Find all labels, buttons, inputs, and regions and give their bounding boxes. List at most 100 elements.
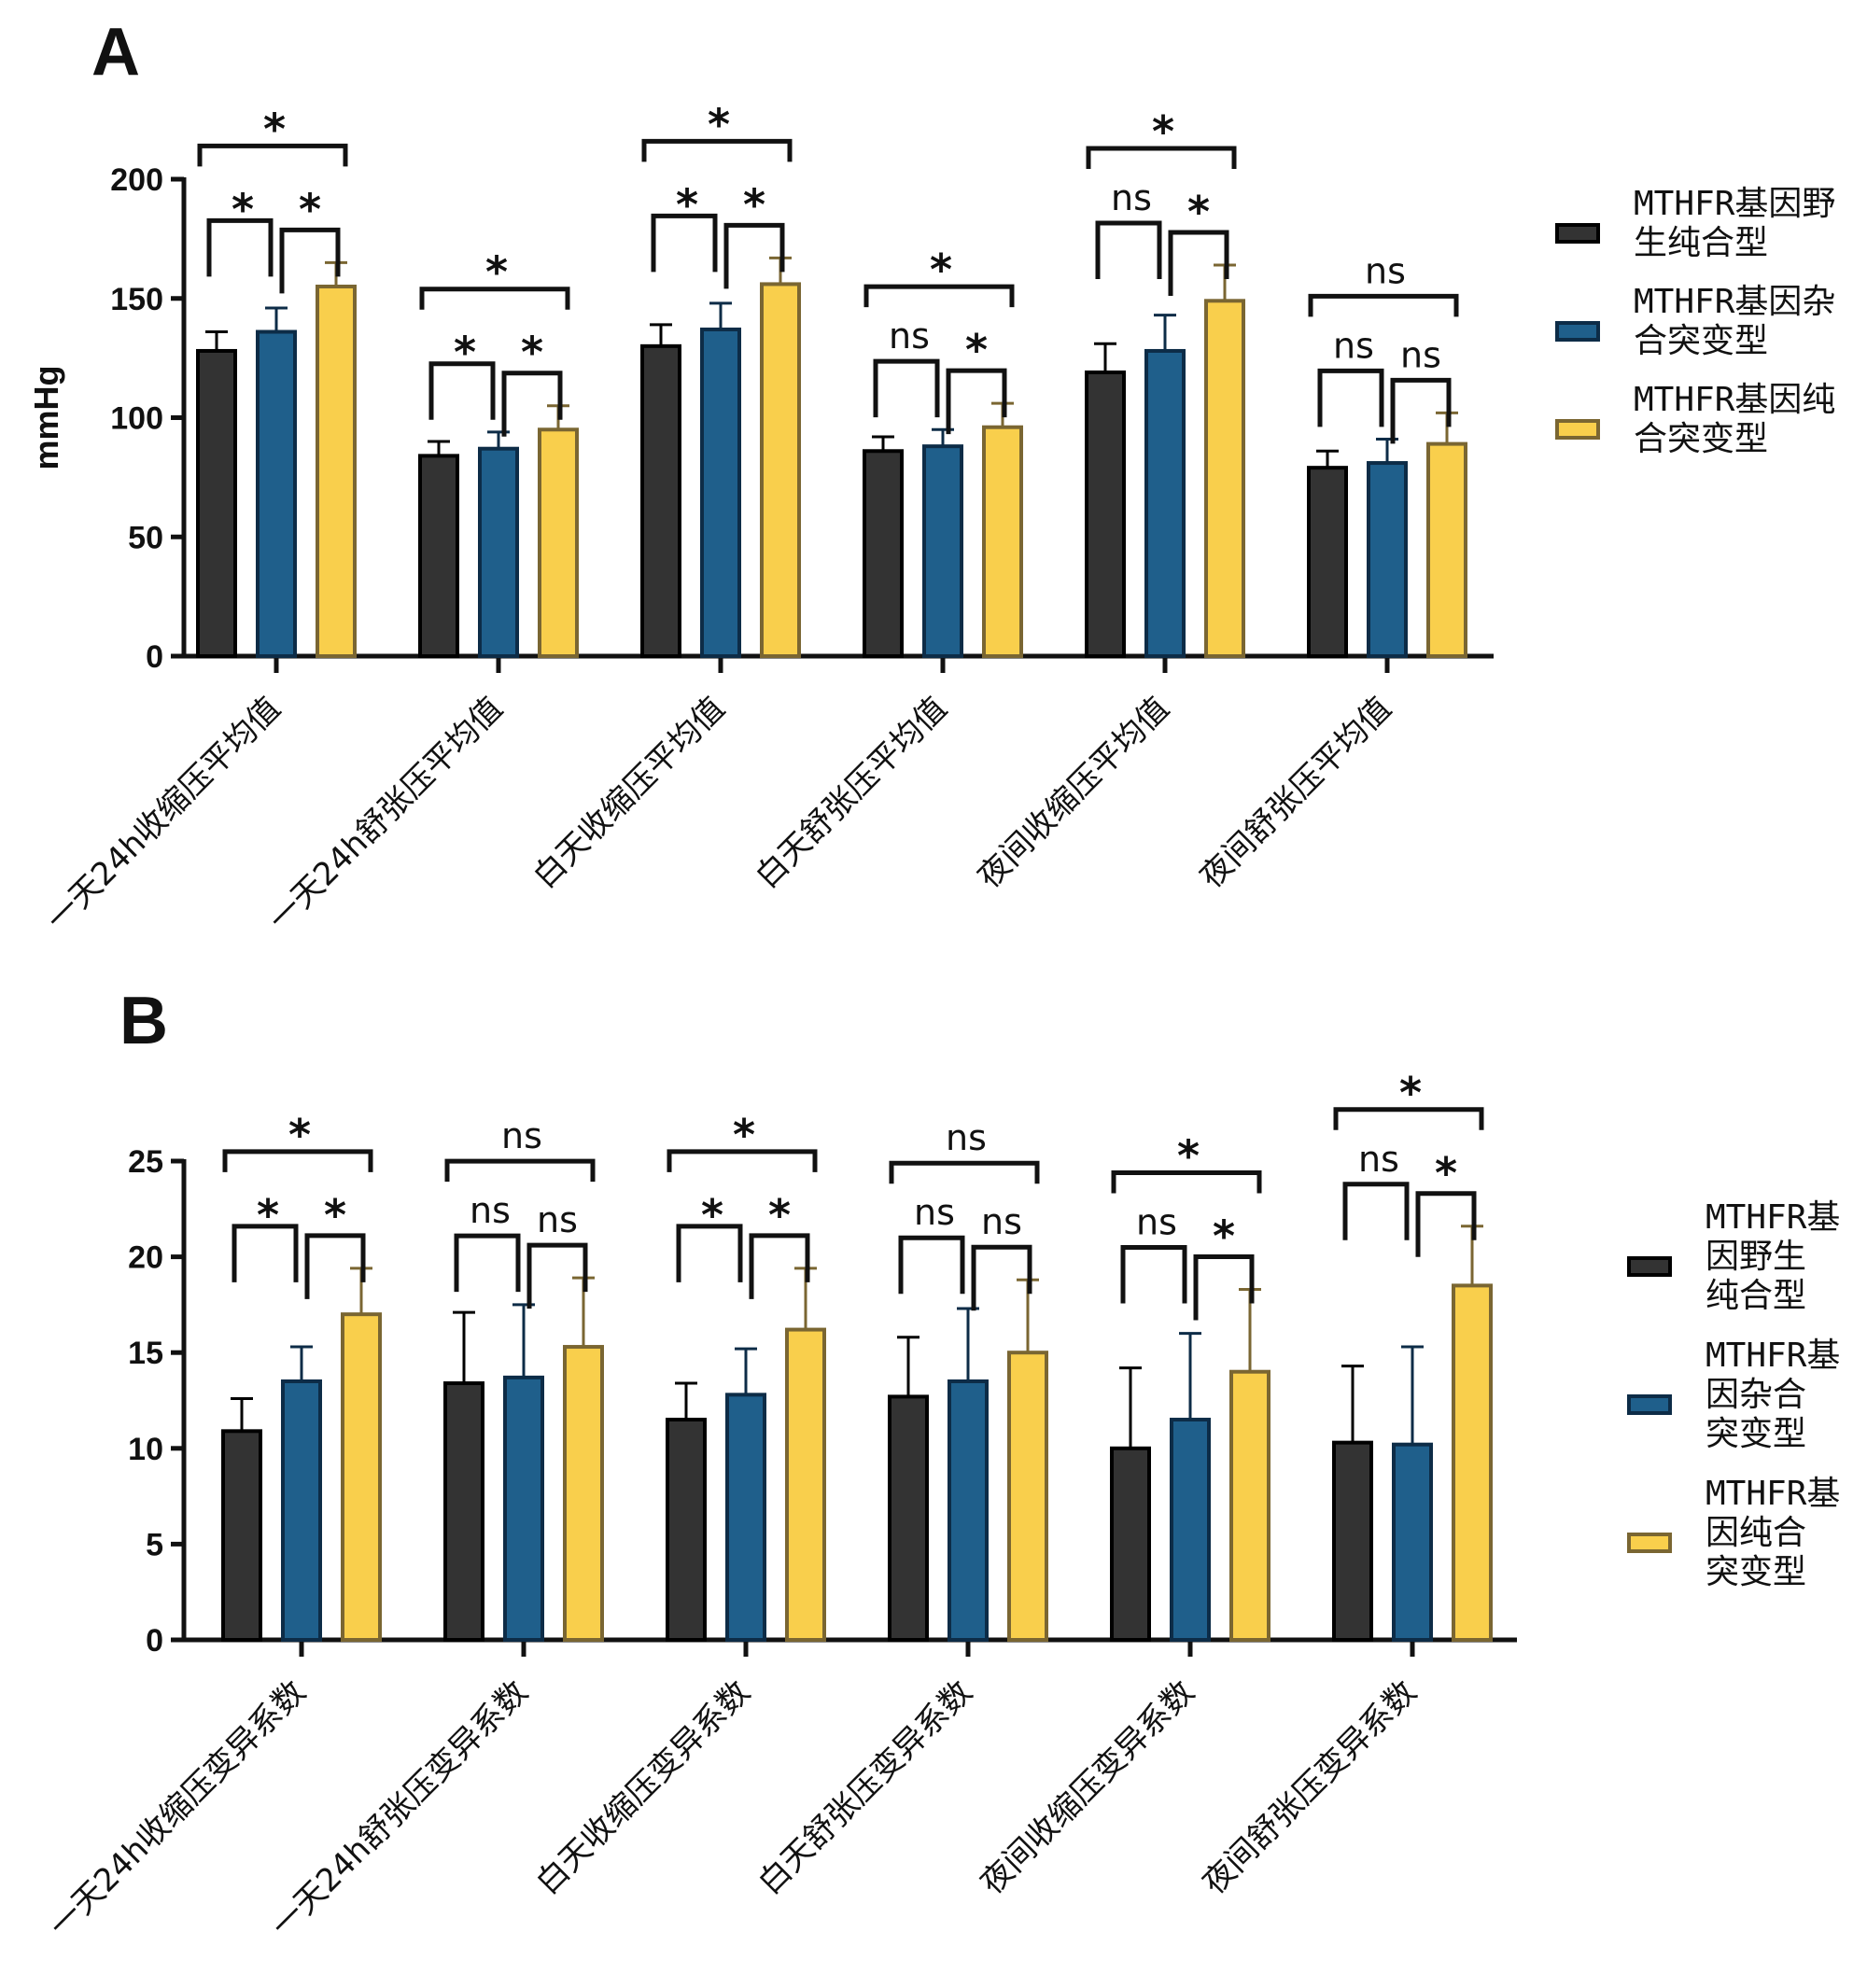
- bar-wild: [196, 348, 237, 658]
- legend-label-wild: MTHFR基: [1706, 1198, 1840, 1237]
- sig-bracket-pair2: [749, 1233, 810, 1299]
- y-tick-label: 100: [110, 401, 163, 437]
- bar-wild: [1332, 1440, 1373, 1643]
- sig-bracket-overall: [1308, 293, 1459, 317]
- sig-bracket-pair1: [873, 358, 940, 418]
- sig-label-overall: ns: [1365, 250, 1406, 291]
- legend-label-het: 因杂合: [1706, 1376, 1806, 1414]
- sig-label-pair1: *: [676, 179, 698, 230]
- sig-label-pair1: *: [232, 184, 254, 234]
- sig-label-pair1: ns: [1111, 177, 1152, 218]
- legend-swatch-wild: [1627, 1256, 1672, 1277]
- bar-hom: [316, 284, 357, 658]
- legend-label-hom: 合突变型: [1634, 420, 1768, 458]
- legend-swatch-hom: [1555, 419, 1600, 440]
- bar-hom: [538, 427, 579, 658]
- bar-wild: [888, 1394, 929, 1642]
- sig-bracket-pair2: [279, 227, 341, 294]
- bar-het: [1170, 1418, 1211, 1643]
- sig-bracket-overall: [419, 287, 570, 310]
- x-category-label: 夜间舒张压平均值: [1193, 690, 1399, 896]
- bar-hom: [1229, 1369, 1270, 1642]
- legend-label-wild: 纯合型: [1706, 1277, 1806, 1315]
- bar-hom: [1426, 441, 1467, 659]
- bar-wild: [418, 454, 459, 658]
- bar-het: [478, 446, 519, 658]
- sig-bracket-pair2: [1390, 377, 1452, 444]
- sig-label-pair2: *: [1187, 187, 1210, 237]
- y-tick-label: 0: [146, 1623, 163, 1659]
- bar-het: [281, 1379, 322, 1642]
- sig-bracket-pair1: [1120, 1244, 1187, 1304]
- legend-swatch-het: [1627, 1394, 1672, 1415]
- sig-label-pair2: ns: [537, 1199, 578, 1240]
- bar-het: [256, 329, 297, 658]
- sig-bracket-overall: [1333, 1107, 1484, 1130]
- sig-bracket-pair2: [1168, 230, 1229, 296]
- y-tick-label: 10: [128, 1432, 163, 1467]
- sig-bracket-overall: [667, 1149, 818, 1172]
- sig-bracket-pair2: [501, 371, 563, 437]
- sig-label-pair2: *: [743, 179, 765, 230]
- sig-label-overall: *: [288, 1110, 311, 1160]
- sig-label-overall: *: [1399, 1068, 1422, 1118]
- sig-label-pair2: ns: [1400, 334, 1441, 375]
- x-category-label: 一天24h舒张压变异系数: [264, 1673, 535, 1944]
- sig-bracket-pair1: [232, 1224, 299, 1282]
- sig-bracket-overall: [889, 1160, 1040, 1184]
- bar-hom: [785, 1327, 826, 1643]
- sig-label-overall: *: [733, 1110, 755, 1160]
- bar-het: [948, 1379, 989, 1642]
- bar-wild: [1307, 466, 1348, 658]
- sig-label-pair2: ns: [981, 1201, 1022, 1242]
- sig-bracket-pair1: [651, 213, 718, 273]
- sig-label-pair1: *: [454, 328, 476, 378]
- sig-label-pair2: *: [768, 1190, 791, 1240]
- sig-bracket-overall: [1111, 1169, 1262, 1194]
- sig-label-pair2: *: [521, 328, 543, 378]
- legend-label-hom: MTHFR基因纯: [1634, 381, 1835, 419]
- bar-het: [1367, 461, 1408, 659]
- sig-bracket-pair1: [1317, 368, 1384, 427]
- bar-wild: [443, 1381, 484, 1642]
- y-tick-label: 15: [128, 1336, 163, 1371]
- bar-hom: [1204, 299, 1245, 658]
- x-category-label: 夜间收缩压平均值: [971, 690, 1177, 896]
- sig-label-overall: ns: [946, 1117, 987, 1158]
- bar-hom: [982, 425, 1023, 658]
- bar-het: [1144, 348, 1186, 658]
- sig-label-pair1: *: [257, 1190, 279, 1240]
- sig-bracket-overall: [641, 138, 793, 162]
- sig-label-overall: ns: [501, 1115, 542, 1156]
- sig-label-pair1: ns: [470, 1190, 511, 1231]
- sig-bracket-overall: [444, 1158, 596, 1183]
- y-tick-label: 20: [128, 1240, 163, 1276]
- sig-label-overall: *: [263, 104, 286, 154]
- legend-swatch-wild: [1555, 223, 1600, 244]
- sig-label-pair1: ns: [1358, 1139, 1399, 1180]
- bar-het: [725, 1393, 766, 1642]
- sig-label-pair2: *: [299, 184, 321, 234]
- sig-bracket-overall: [1086, 146, 1237, 169]
- sig-label-pair1: ns: [1333, 325, 1374, 366]
- bar-hom: [760, 282, 801, 658]
- legend-label-wild: 因野生: [1706, 1238, 1806, 1276]
- legend-label-hom: 因纯合: [1706, 1514, 1806, 1552]
- legend-label-hom: 突变型: [1706, 1553, 1806, 1591]
- sig-bracket-pair1: [428, 361, 496, 420]
- bar-wild: [666, 1418, 707, 1643]
- sig-bracket-overall: [222, 1149, 373, 1172]
- bar-hom: [1452, 1283, 1493, 1642]
- sig-label-pair2: *: [1213, 1211, 1235, 1261]
- sig-bracket-pair1: [676, 1224, 743, 1282]
- sig-label-pair1: *: [701, 1190, 723, 1240]
- sig-bracket-pair2: [946, 368, 1007, 435]
- sig-label-pair2: *: [965, 325, 988, 375]
- legend-label-het: MTHFR基: [1706, 1337, 1840, 1375]
- legend-label-wild: 生纯合型: [1634, 224, 1768, 262]
- sig-bracket-pair1: [1095, 220, 1162, 279]
- legend-label-wild: MTHFR基因野: [1634, 185, 1835, 223]
